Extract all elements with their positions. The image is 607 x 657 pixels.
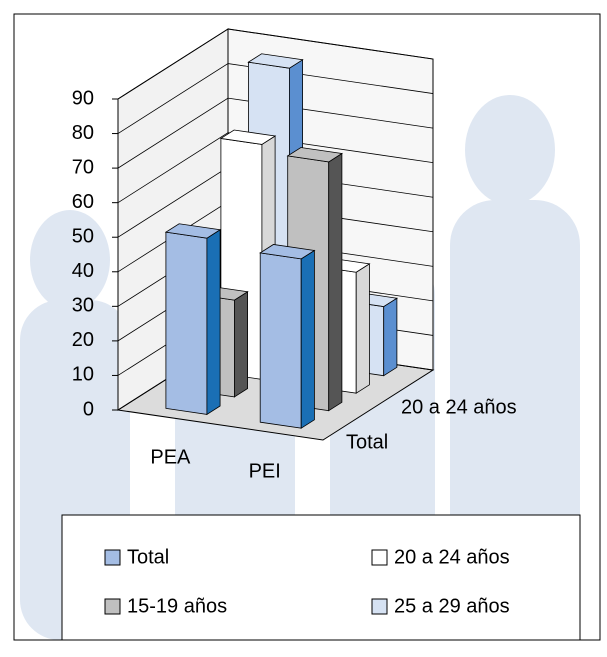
bar-side [301,250,314,428]
depth-label: Total [346,431,388,453]
plot: 0 10 20 30 40 50 60 70 80 90 PEA PEI Total 20 a 24 añ… [72,29,517,482]
bar-front [166,232,207,414]
legend-label: 25 a 29 años [394,595,510,617]
y-tick-label: 60 [72,191,94,213]
legend-label: 15-19 años [127,595,227,617]
legend-swatch [105,599,120,614]
depth-label: 20 a 24 años [401,396,517,418]
chart: 0 10 20 30 40 50 60 70 80 90 PEA PEI Total 20 a 24 añ… [0,0,607,657]
bar-side [384,298,397,376]
bar-side [207,230,220,415]
bar [166,224,220,415]
y-tick-label: 30 [72,295,94,317]
silhouette [30,210,110,310]
y-tick-label: 10 [72,364,94,386]
silhouette [465,95,555,205]
legend [62,515,580,640]
y-tick-label: 0 [83,398,94,420]
y-tick-label: 40 [72,260,94,282]
bar [260,244,314,428]
x-tick-label: PEI [249,460,281,482]
bar-side [234,292,247,397]
legend-swatch [372,550,387,565]
y-tick-label: 50 [72,226,94,248]
x-tick-label: PEA [150,447,191,469]
y-tick-label: 80 [72,122,94,144]
legend-label: Total [127,546,169,568]
y-tick-label: 70 [72,156,94,178]
bar-side [329,154,342,411]
legend-swatch [372,599,387,614]
y-tick-label: 20 [72,329,94,351]
legend-swatch [105,550,120,565]
bar-front [260,253,301,428]
bar-side [356,264,369,393]
y-tick-label: 90 [72,87,94,109]
legend-label: 20 a 24 años [394,546,510,568]
